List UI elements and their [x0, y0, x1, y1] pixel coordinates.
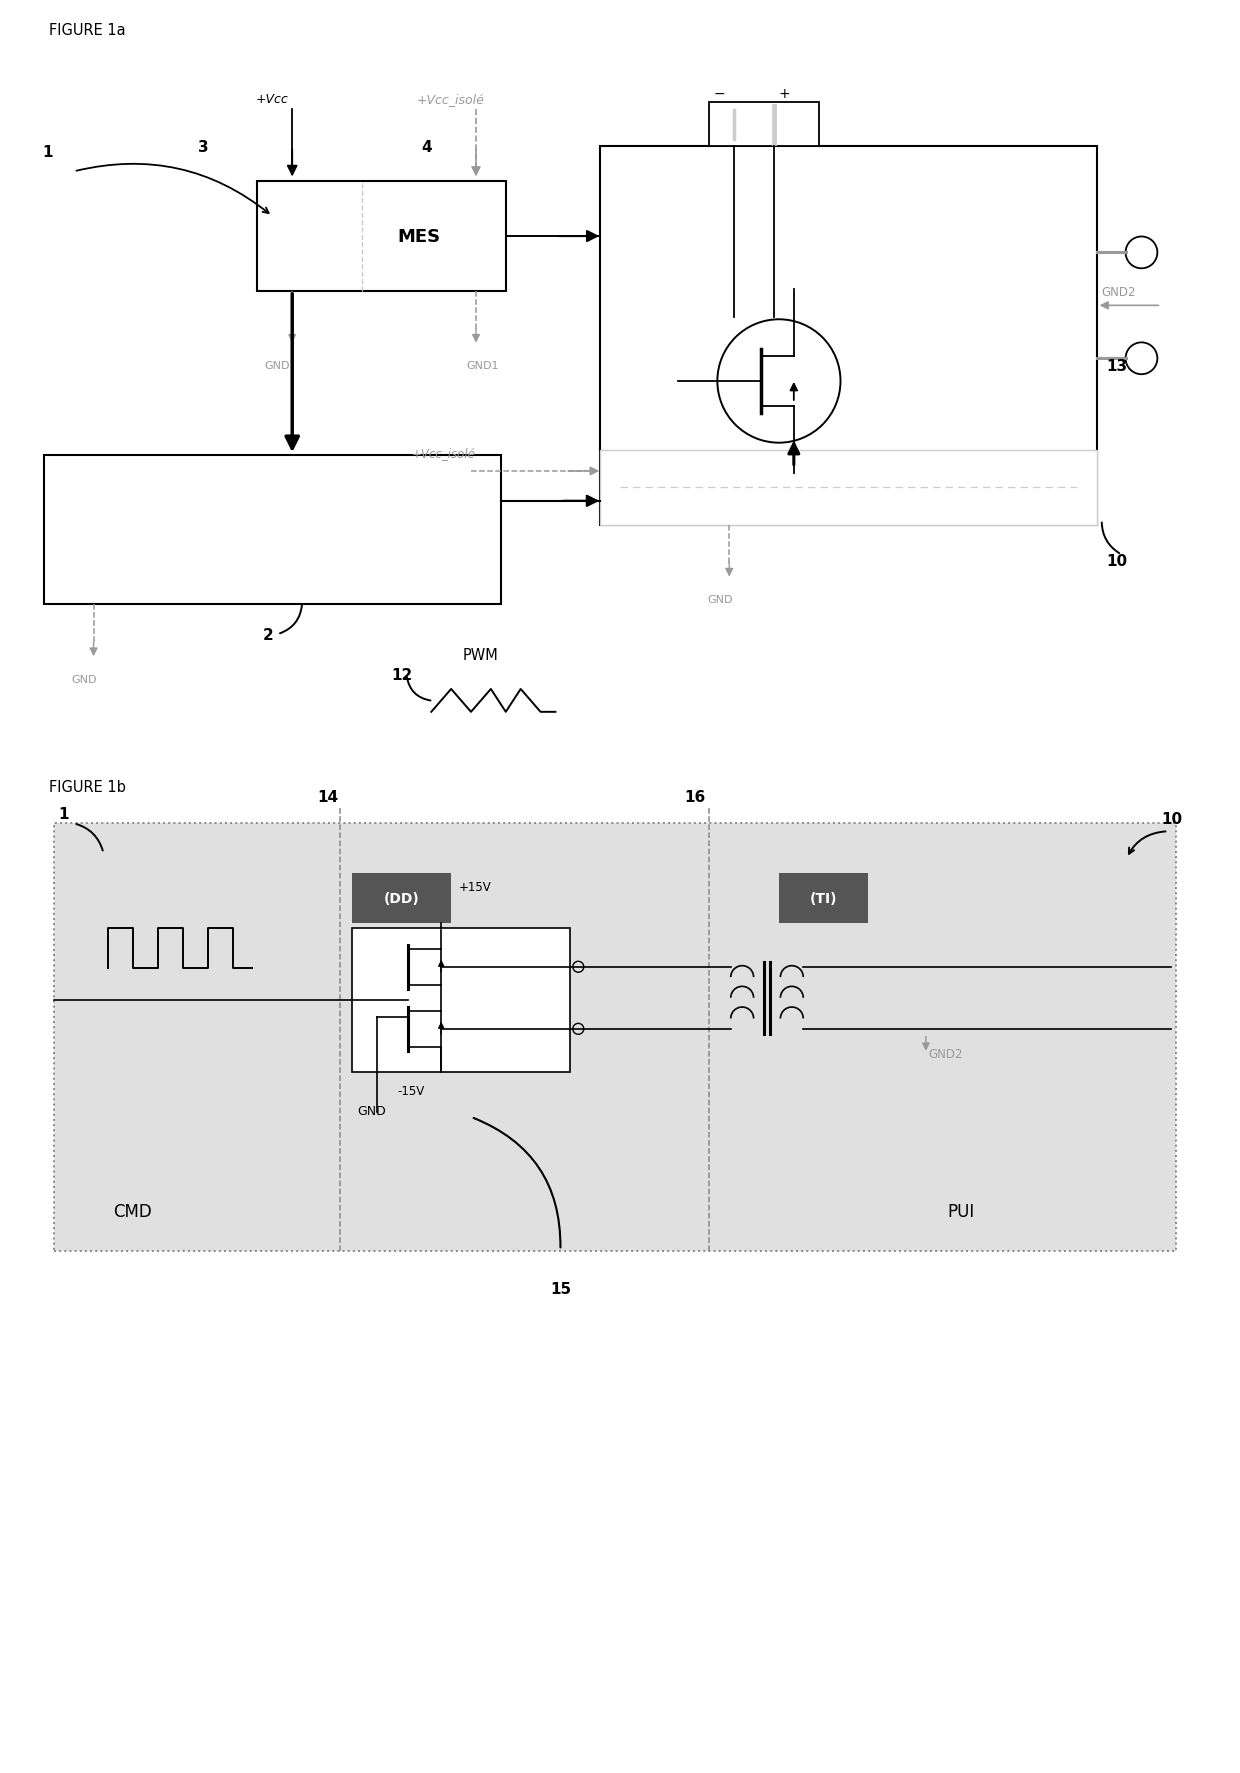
Text: GND2: GND2	[928, 1048, 962, 1060]
Text: +: +	[777, 87, 790, 101]
Bar	[352, 874, 451, 924]
Text: 16: 16	[684, 791, 706, 805]
Text: CMD: CMD	[113, 1202, 153, 1222]
Bar	[352, 929, 570, 1073]
Text: 14: 14	[317, 791, 339, 805]
Text: +Vcc_isolé: +Vcc_isolé	[412, 447, 475, 459]
Text: GND2: GND2	[1102, 285, 1136, 300]
Text: FIGURE 1b: FIGURE 1b	[48, 778, 125, 794]
Text: 1: 1	[58, 807, 69, 823]
Bar	[600, 147, 1096, 525]
Bar	[709, 103, 818, 147]
Text: GND: GND	[264, 362, 290, 371]
Text: 1: 1	[42, 145, 52, 160]
Text: PWM: PWM	[463, 647, 498, 663]
Text: 4: 4	[422, 140, 432, 156]
Text: 3: 3	[198, 140, 208, 156]
Text: FIGURE 1a: FIGURE 1a	[48, 23, 125, 37]
Bar	[779, 874, 868, 924]
Text: +Vcc_isolé: +Vcc_isolé	[417, 92, 485, 106]
Text: (TI): (TI)	[810, 892, 837, 906]
Text: 13: 13	[1107, 360, 1128, 374]
Text: +15V: +15V	[459, 881, 492, 894]
Text: GND1: GND1	[466, 362, 498, 371]
Text: GND: GND	[72, 674, 97, 684]
Text: MES: MES	[397, 229, 440, 246]
Text: 10: 10	[1107, 553, 1128, 567]
Text: GND: GND	[707, 596, 733, 605]
Text: GND: GND	[357, 1105, 386, 1117]
Text: +Vcc: +Vcc	[255, 92, 289, 106]
Bar	[43, 456, 501, 605]
Text: 15: 15	[549, 1282, 570, 1296]
Bar	[600, 450, 1096, 525]
Bar	[258, 183, 506, 291]
Text: 10: 10	[1162, 812, 1183, 826]
Text: -15V: -15V	[398, 1085, 425, 1097]
Text: 2: 2	[263, 628, 273, 644]
Bar	[53, 824, 1177, 1252]
Text: PUI: PUI	[947, 1202, 975, 1222]
Text: 12: 12	[392, 668, 413, 683]
Text: (DD): (DD)	[383, 892, 419, 906]
Text: −: −	[713, 87, 725, 101]
